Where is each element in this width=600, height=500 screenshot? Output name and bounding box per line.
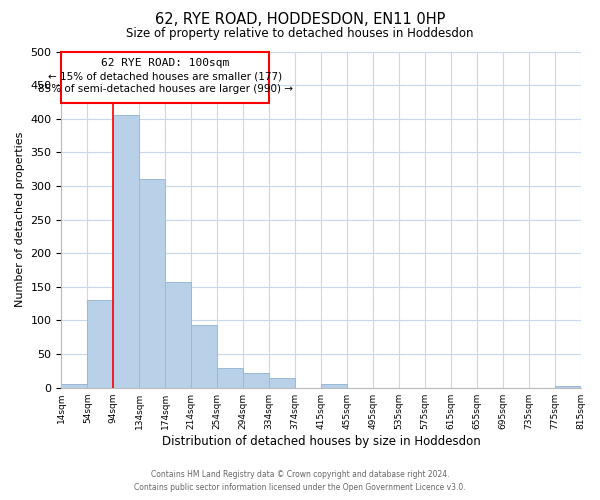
Bar <box>61 384 88 388</box>
Bar <box>321 384 347 388</box>
Bar <box>88 300 113 388</box>
Bar <box>113 116 139 388</box>
Y-axis label: Number of detached properties: Number of detached properties <box>15 132 25 308</box>
Bar <box>191 325 217 388</box>
Text: ← 15% of detached houses are smaller (177): ← 15% of detached houses are smaller (17… <box>48 72 282 82</box>
Bar <box>554 386 581 388</box>
Bar <box>165 282 191 388</box>
Bar <box>139 180 165 388</box>
Text: Contains HM Land Registry data © Crown copyright and database right 2024.
Contai: Contains HM Land Registry data © Crown c… <box>134 470 466 492</box>
Bar <box>217 368 243 388</box>
Text: Size of property relative to detached houses in Hoddesdon: Size of property relative to detached ho… <box>126 28 474 40</box>
Text: 85% of semi-detached houses are larger (990) →: 85% of semi-detached houses are larger (… <box>38 84 293 94</box>
Text: 62 RYE ROAD: 100sqm: 62 RYE ROAD: 100sqm <box>101 58 229 68</box>
Text: 62, RYE ROAD, HODDESDON, EN11 0HP: 62, RYE ROAD, HODDESDON, EN11 0HP <box>155 12 445 28</box>
FancyBboxPatch shape <box>61 52 269 104</box>
Bar <box>243 373 269 388</box>
X-axis label: Distribution of detached houses by size in Hoddesdon: Distribution of detached houses by size … <box>161 434 481 448</box>
Bar <box>269 378 295 388</box>
